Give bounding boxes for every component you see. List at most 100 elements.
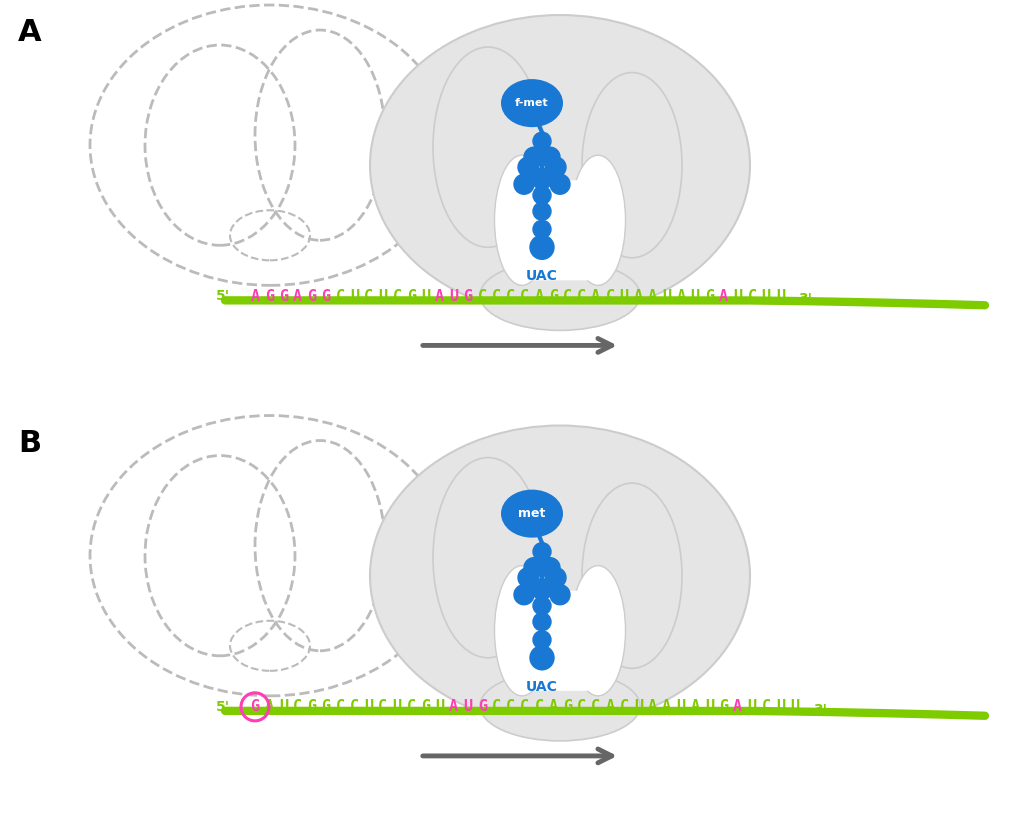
Text: A: A <box>605 699 614 714</box>
Text: C: C <box>392 289 401 304</box>
Circle shape <box>518 157 538 177</box>
Text: A: A <box>264 699 273 714</box>
Text: G: G <box>477 699 486 714</box>
Text: A: A <box>648 289 657 304</box>
Text: C: C <box>336 699 345 714</box>
Text: U: U <box>690 289 699 304</box>
Text: G: G <box>407 289 416 304</box>
Text: U: U <box>762 289 771 304</box>
Text: A: A <box>648 699 657 714</box>
Text: C: C <box>578 289 586 304</box>
Circle shape <box>534 543 551 561</box>
Ellipse shape <box>570 155 626 286</box>
Ellipse shape <box>433 457 543 658</box>
Circle shape <box>534 202 551 220</box>
Text: G: G <box>549 289 558 304</box>
Text: U: U <box>620 289 629 304</box>
Text: G: G <box>719 699 728 714</box>
Text: U: U <box>776 699 785 714</box>
Ellipse shape <box>495 155 550 286</box>
Text: C: C <box>620 699 629 714</box>
Text: G: G <box>264 289 273 304</box>
Text: G: G <box>421 699 430 714</box>
Circle shape <box>540 557 560 578</box>
Circle shape <box>540 147 560 167</box>
Circle shape <box>550 585 570 605</box>
Text: UAC: UAC <box>526 680 558 694</box>
Ellipse shape <box>480 671 640 741</box>
Text: G: G <box>464 289 472 304</box>
Text: 3': 3' <box>813 703 826 717</box>
Text: U: U <box>733 289 742 304</box>
Text: A: A <box>634 289 643 304</box>
Circle shape <box>530 646 554 670</box>
Ellipse shape <box>495 566 550 696</box>
Text: C: C <box>407 699 416 714</box>
Text: C: C <box>748 289 757 304</box>
Text: U: U <box>677 699 685 714</box>
Text: 3': 3' <box>799 292 813 306</box>
Ellipse shape <box>480 260 640 330</box>
Ellipse shape <box>501 79 563 127</box>
Text: C: C <box>350 699 359 714</box>
Text: U: U <box>791 699 799 714</box>
Text: U: U <box>663 289 672 304</box>
Text: C: C <box>506 289 515 304</box>
Circle shape <box>524 147 544 167</box>
Text: A: A <box>549 699 558 714</box>
Text: A: A <box>677 289 685 304</box>
Circle shape <box>550 174 570 195</box>
Ellipse shape <box>433 47 543 247</box>
Text: C: C <box>293 699 302 714</box>
Text: A: A <box>450 699 459 714</box>
Text: U: U <box>450 289 459 304</box>
Circle shape <box>518 567 538 588</box>
Text: UAC: UAC <box>526 269 558 283</box>
Circle shape <box>534 597 551 615</box>
Circle shape <box>546 567 566 588</box>
Text: C: C <box>520 289 529 304</box>
Text: A: A <box>663 699 672 714</box>
FancyBboxPatch shape <box>527 181 593 280</box>
Circle shape <box>514 174 534 195</box>
Text: G: G <box>322 289 331 304</box>
Text: C: C <box>535 699 544 714</box>
Circle shape <box>532 580 552 599</box>
Text: U: U <box>279 699 288 714</box>
Text: U: U <box>365 699 373 714</box>
Text: C: C <box>378 699 387 714</box>
Ellipse shape <box>570 566 626 696</box>
Text: A: A <box>719 289 728 304</box>
Circle shape <box>514 585 534 605</box>
Text: C: C <box>578 699 586 714</box>
Text: C: C <box>506 699 515 714</box>
Ellipse shape <box>582 483 682 668</box>
Text: G: G <box>279 289 288 304</box>
Circle shape <box>530 236 554 259</box>
Text: U: U <box>776 289 785 304</box>
Text: A: A <box>535 289 544 304</box>
Ellipse shape <box>501 489 563 538</box>
Ellipse shape <box>370 425 750 726</box>
Text: G: G <box>705 289 714 304</box>
Text: U: U <box>748 699 757 714</box>
Text: G: G <box>307 289 316 304</box>
Text: G: G <box>307 699 316 714</box>
Circle shape <box>534 186 551 204</box>
Text: C: C <box>520 699 529 714</box>
Circle shape <box>534 631 551 649</box>
Text: f-met: f-met <box>515 99 549 108</box>
FancyBboxPatch shape <box>527 591 593 690</box>
Circle shape <box>534 612 551 631</box>
Text: U: U <box>392 699 401 714</box>
Text: C: C <box>477 289 486 304</box>
Text: U: U <box>378 289 387 304</box>
Text: 5': 5' <box>216 289 230 304</box>
Circle shape <box>532 169 552 189</box>
Text: A: A <box>293 289 302 304</box>
Circle shape <box>524 557 544 578</box>
Text: A: A <box>251 289 259 304</box>
Text: A: A <box>18 18 42 47</box>
Text: C: C <box>563 289 572 304</box>
Text: C: C <box>365 289 373 304</box>
